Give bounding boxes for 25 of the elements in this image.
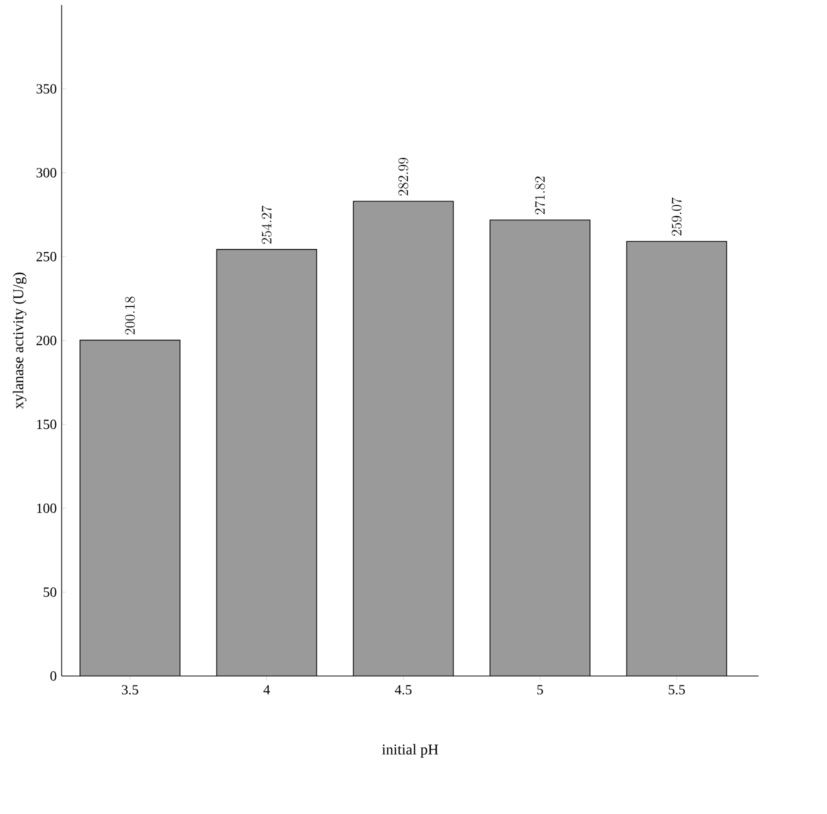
- bar: [80, 340, 180, 676]
- y-tick-label: 350: [36, 84, 56, 94]
- data-label: 259.07: [672, 198, 682, 236]
- data-label: 254.27: [262, 206, 272, 244]
- data-label: 271 .82: [534, 176, 545, 214]
- y-tick-label: 100: [37, 504, 56, 513]
- bar: [216, 249, 317, 676]
- x-tick-label: 4.5: [394, 685, 412, 694]
- x-tick-label: 5: [537, 685, 543, 694]
- data-label: 282.99: [398, 158, 408, 196]
- y-tick-label: 300: [36, 168, 56, 178]
- bar: [490, 220, 590, 676]
- y-tick-label: 0: [50, 671, 56, 681]
- x-tick-label: 5.5: [668, 685, 685, 694]
- bar: [626, 241, 728, 676]
- bar: [353, 201, 454, 676]
- y-axis-title: xylanase activity (U/g): [12, 272, 26, 409]
- data-label: 200. 18: [125, 296, 135, 334]
- y-tick-label: 50: [44, 587, 56, 597]
- x-tick-label: 4: [263, 685, 270, 694]
- x-tick-label: 3.5: [122, 685, 138, 695]
- y-tick-label: 200: [36, 336, 56, 346]
- y-tick-label: 150: [37, 420, 56, 430]
- x-axis-title: initial pH: [382, 744, 438, 758]
- y-tick-label: 250: [36, 252, 56, 262]
